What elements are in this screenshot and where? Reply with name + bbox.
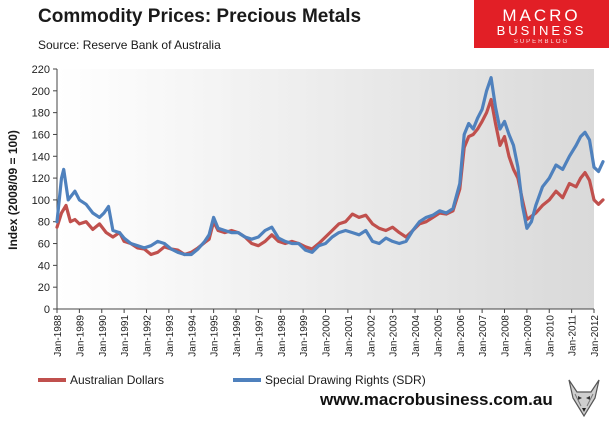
plot-area: [57, 69, 594, 309]
y-tick-label: 160: [32, 129, 50, 141]
x-tick-label: Jan-1991: [120, 315, 131, 357]
x-tick-label: Jan-2012: [590, 315, 601, 357]
y-tick-label: 140: [32, 151, 50, 163]
x-tick-label: Jan-1993: [165, 315, 176, 357]
brand-line-3: SUPERBLOG: [513, 39, 570, 45]
y-tick-label: 60: [38, 239, 50, 251]
x-tick-label: Jan-2005: [433, 315, 444, 357]
website-url: www.macrobusiness.com.au: [320, 390, 553, 409]
x-tick-label: Jan-2001: [344, 315, 355, 357]
x-tick-label: Jan-1990: [98, 315, 109, 357]
x-tick-label: Jan-2007: [478, 315, 489, 357]
x-tick-label: Jan-2009: [523, 315, 534, 357]
legend-label-aud: Australian Dollars: [70, 373, 164, 387]
y-tick-label: 120: [32, 173, 50, 185]
x-tick-label: Jan-1994: [187, 315, 198, 357]
x-tick-label: Jan-2002: [366, 315, 377, 357]
y-tick-label: 0: [44, 304, 50, 316]
fox-logo-icon: [568, 379, 600, 418]
x-tick-label: Jan-1988: [53, 315, 64, 357]
y-tick-label: 220: [32, 64, 50, 76]
brand-line-1: MACRO: [502, 6, 581, 25]
x-tick-label: Jan-1992: [143, 315, 154, 357]
y-axis-label: Index (2008/09 = 100): [6, 130, 20, 250]
x-tick-label: Jan-1995: [210, 315, 221, 357]
y-tick-label: 100: [32, 195, 50, 207]
y-tick-label: 40: [38, 260, 50, 272]
x-tick-label: Jan-1998: [277, 315, 288, 357]
series-line-sdr: [55, 76, 605, 257]
x-tick-label: Jan-2011: [568, 315, 579, 356]
legend: Australian Dollars Special Drawing Right…: [38, 373, 426, 387]
y-tick-label: 20: [38, 282, 50, 294]
chart-source: Source: Reserve Bank of Australia: [38, 38, 221, 52]
x-tick-label: Jan-2006: [456, 315, 467, 357]
brand-logo: MACRO BUSINESS SUPERBLOG: [474, 0, 609, 48]
x-tick-label: Jan-2000: [322, 315, 333, 357]
x-tick-label: Jan-1999: [299, 315, 310, 357]
chart-title: Commodity Prices: Precious Metals: [38, 6, 362, 27]
x-tick-label: Jan-2004: [411, 315, 422, 357]
x-tick-label: Jan-2010: [545, 315, 556, 357]
legend-label-sdr: Special Drawing Rights (SDR): [265, 373, 426, 387]
y-tick-label: 180: [32, 108, 50, 120]
y-tick-label: 80: [38, 217, 50, 229]
brand-line-2: BUSINESS: [496, 23, 587, 38]
x-tick-label: Jan-2008: [501, 315, 512, 357]
y-tick-label: 200: [32, 86, 50, 98]
x-tick-label: Jan-1989: [75, 315, 86, 357]
x-tick-label: Jan-1996: [232, 315, 243, 357]
x-tick-label: Jan-2003: [389, 315, 400, 357]
x-tick-label: Jan-1997: [254, 315, 265, 357]
